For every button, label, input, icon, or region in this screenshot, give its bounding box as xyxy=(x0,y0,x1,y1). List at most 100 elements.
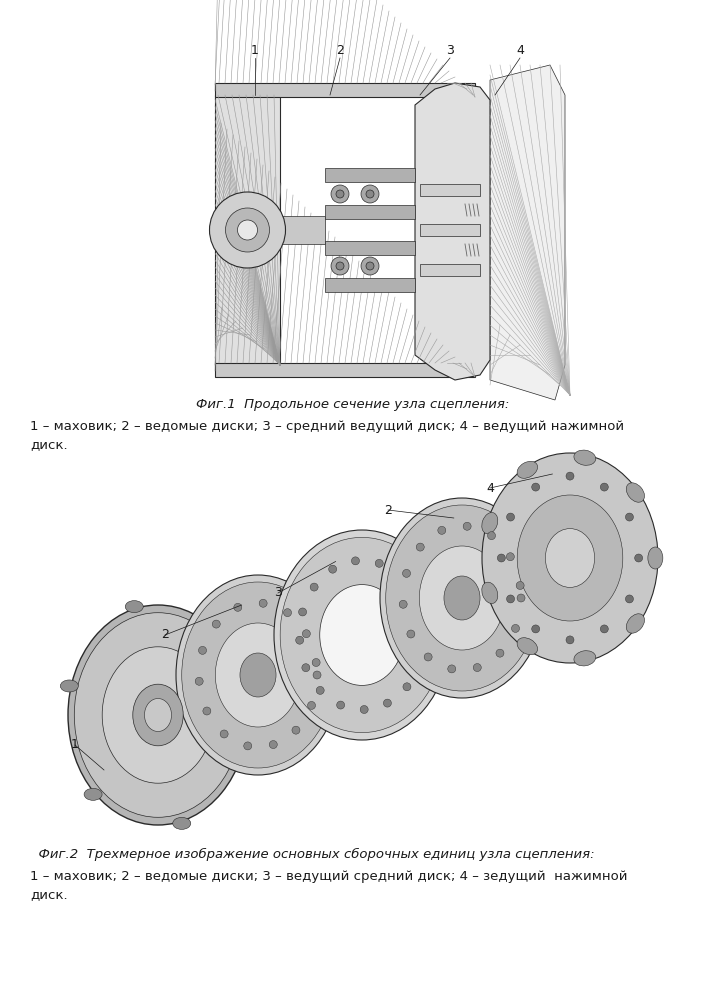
Circle shape xyxy=(195,677,203,685)
Circle shape xyxy=(331,185,349,203)
Circle shape xyxy=(383,699,392,707)
Circle shape xyxy=(360,706,368,714)
Bar xyxy=(325,205,415,219)
Circle shape xyxy=(600,625,608,633)
Ellipse shape xyxy=(648,547,663,569)
Bar xyxy=(325,241,415,255)
Circle shape xyxy=(463,522,471,530)
Ellipse shape xyxy=(380,498,544,698)
Ellipse shape xyxy=(274,530,450,740)
Circle shape xyxy=(532,625,539,633)
Text: 1: 1 xyxy=(71,738,79,752)
Text: 4: 4 xyxy=(486,482,494,494)
Bar xyxy=(420,264,480,276)
Circle shape xyxy=(238,220,257,240)
Ellipse shape xyxy=(545,529,595,587)
Text: Фиг.1  Продольное сечение узла сцепления:: Фиг.1 Продольное сечение узла сцепления: xyxy=(197,398,510,411)
Ellipse shape xyxy=(574,450,596,465)
Circle shape xyxy=(199,646,206,654)
Circle shape xyxy=(402,569,411,577)
Circle shape xyxy=(416,543,424,551)
Text: 2: 2 xyxy=(384,504,392,516)
Circle shape xyxy=(302,664,310,672)
Circle shape xyxy=(403,683,411,691)
Ellipse shape xyxy=(144,698,172,732)
Circle shape xyxy=(298,608,307,616)
Circle shape xyxy=(399,600,407,608)
Ellipse shape xyxy=(482,453,658,663)
Circle shape xyxy=(566,636,574,644)
Circle shape xyxy=(424,653,432,661)
Ellipse shape xyxy=(125,601,144,613)
Ellipse shape xyxy=(280,537,444,733)
Text: диск.: диск. xyxy=(30,438,68,451)
Circle shape xyxy=(308,701,315,709)
Circle shape xyxy=(438,526,446,534)
Circle shape xyxy=(366,262,374,270)
Circle shape xyxy=(331,257,349,275)
Circle shape xyxy=(407,630,415,638)
Text: 2: 2 xyxy=(336,43,344,56)
Circle shape xyxy=(316,686,325,694)
Text: 3: 3 xyxy=(446,43,454,56)
Circle shape xyxy=(336,262,344,270)
Circle shape xyxy=(412,594,420,602)
Circle shape xyxy=(303,630,310,638)
Circle shape xyxy=(496,649,504,657)
Circle shape xyxy=(310,583,318,591)
Circle shape xyxy=(313,671,321,679)
Circle shape xyxy=(421,631,428,639)
Circle shape xyxy=(366,190,374,198)
Polygon shape xyxy=(490,65,565,400)
Circle shape xyxy=(375,559,383,567)
Circle shape xyxy=(292,726,300,734)
Circle shape xyxy=(517,594,525,602)
Bar xyxy=(215,363,475,377)
Ellipse shape xyxy=(386,505,538,691)
Ellipse shape xyxy=(481,582,498,603)
Ellipse shape xyxy=(518,495,623,621)
Circle shape xyxy=(226,208,269,252)
Bar xyxy=(325,278,415,292)
Circle shape xyxy=(506,553,515,561)
Circle shape xyxy=(220,730,228,738)
Circle shape xyxy=(516,581,524,589)
Circle shape xyxy=(336,190,344,198)
Circle shape xyxy=(361,257,379,275)
Text: 1 – маховик; 2 – ведомые диски; 3 – средний ведущий диск; 4 – ведущий нажимной: 1 – маховик; 2 – ведомые диски; 3 – сред… xyxy=(30,420,624,433)
Ellipse shape xyxy=(214,630,232,642)
Circle shape xyxy=(337,701,344,709)
Circle shape xyxy=(234,603,242,611)
Circle shape xyxy=(351,557,359,565)
Bar xyxy=(280,216,325,244)
Ellipse shape xyxy=(240,653,276,697)
Text: 1 – маховик; 2 – ведомые диски; 3 – ведущий средний диск; 4 – зедущий  нажимной: 1 – маховик; 2 – ведомые диски; 3 – веду… xyxy=(30,870,628,883)
Circle shape xyxy=(259,599,267,607)
Ellipse shape xyxy=(574,651,596,666)
Ellipse shape xyxy=(238,738,256,750)
Text: 4: 4 xyxy=(516,43,524,56)
Circle shape xyxy=(626,513,633,521)
Ellipse shape xyxy=(626,483,645,502)
Ellipse shape xyxy=(517,638,537,655)
Ellipse shape xyxy=(84,788,102,800)
Circle shape xyxy=(361,185,379,203)
Bar xyxy=(215,83,475,97)
Ellipse shape xyxy=(626,614,645,633)
Ellipse shape xyxy=(176,575,340,775)
Ellipse shape xyxy=(173,817,191,829)
Bar xyxy=(215,95,280,365)
Circle shape xyxy=(284,609,291,617)
Ellipse shape xyxy=(216,623,300,727)
Circle shape xyxy=(329,565,337,573)
Ellipse shape xyxy=(320,585,404,685)
Polygon shape xyxy=(415,83,490,380)
Text: 1: 1 xyxy=(251,43,259,56)
Circle shape xyxy=(244,742,252,750)
Circle shape xyxy=(506,513,515,521)
Text: 3: 3 xyxy=(274,586,282,599)
Ellipse shape xyxy=(481,513,498,534)
Circle shape xyxy=(212,620,221,628)
Circle shape xyxy=(532,483,539,491)
Circle shape xyxy=(635,554,643,562)
